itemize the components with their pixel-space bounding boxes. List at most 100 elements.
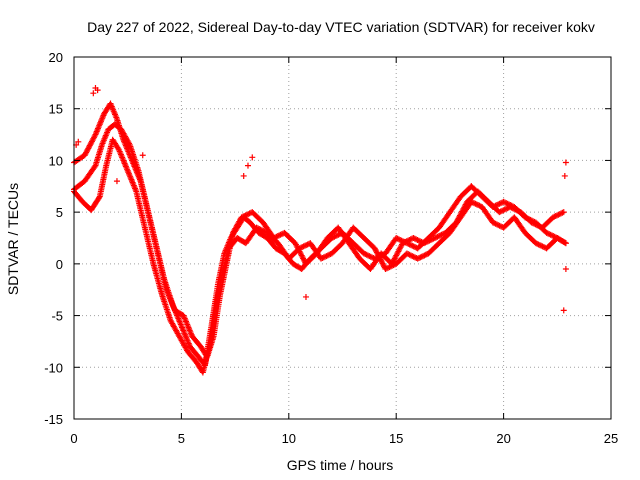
data-point	[400, 239, 407, 246]
data-point	[365, 252, 372, 259]
data-point	[532, 240, 539, 247]
data-point	[409, 242, 416, 249]
data-point	[256, 225, 263, 232]
data-point	[508, 204, 515, 211]
data-point	[500, 198, 507, 205]
y-tick-label: 0	[56, 257, 63, 272]
data-point	[320, 254, 327, 261]
data-point	[555, 211, 562, 218]
data-point	[366, 253, 373, 260]
data-point	[414, 255, 421, 262]
data-point	[363, 251, 370, 258]
data-point	[475, 202, 482, 209]
data-point	[394, 235, 401, 242]
data-point	[489, 219, 496, 226]
data-point	[335, 231, 342, 238]
data-point	[413, 236, 420, 243]
x-tick-label: 20	[496, 431, 510, 446]
data-point	[272, 234, 279, 241]
data-point	[91, 163, 98, 170]
data-point	[386, 264, 393, 271]
data-point	[430, 235, 437, 242]
data-point	[535, 222, 542, 229]
y-axis-label: SDTVAR / TECUs	[5, 183, 21, 295]
data-point	[407, 242, 414, 249]
data-point	[405, 237, 412, 244]
data-point	[491, 220, 498, 227]
data-point	[414, 236, 421, 243]
data-point	[418, 238, 425, 245]
data-point	[421, 240, 428, 247]
outlier-point	[240, 172, 247, 179]
data-point	[301, 242, 308, 249]
data-point	[403, 238, 410, 245]
outlier-point	[139, 152, 146, 159]
data-point	[437, 232, 444, 239]
outlier-point	[75, 138, 82, 145]
data-point	[560, 209, 567, 216]
data-point	[369, 254, 376, 261]
data-point	[416, 255, 423, 262]
outlier-point	[94, 87, 101, 94]
data-point	[509, 205, 516, 212]
data-point	[559, 209, 566, 216]
data-point	[512, 206, 519, 213]
data-point	[435, 233, 442, 240]
data-point	[393, 235, 400, 241]
data-point	[397, 236, 404, 243]
y-tick-label: -10	[44, 360, 63, 375]
data-point	[429, 236, 436, 243]
data-point	[238, 214, 245, 221]
data-point	[418, 253, 425, 260]
data-point	[498, 207, 505, 214]
data-point	[367, 253, 374, 260]
data-point	[539, 243, 546, 250]
data-point	[425, 238, 432, 245]
data-point	[383, 265, 390, 272]
data-point	[410, 235, 417, 241]
data-point	[493, 221, 500, 228]
data-point	[439, 231, 446, 238]
data-point	[411, 254, 418, 261]
data-point	[543, 229, 550, 236]
data-point	[403, 250, 410, 257]
data-point	[513, 207, 520, 214]
data-point	[547, 231, 554, 238]
data-point	[535, 241, 542, 248]
data-point	[546, 231, 553, 238]
data-point	[495, 222, 502, 229]
data-point	[497, 208, 504, 215]
data-point	[243, 211, 250, 218]
data-point	[422, 239, 429, 246]
data-point	[326, 251, 333, 258]
x-tick-label: 5	[178, 431, 185, 446]
outlier-point	[562, 159, 569, 166]
axis-ticks: 0 5 10 15 20 25 -15 -10 -5 0 5 10 15 20	[44, 50, 618, 446]
outlier-point	[90, 90, 97, 97]
y-tick-label: -15	[44, 412, 63, 427]
data-point	[529, 220, 536, 227]
y-tick-label: -5	[51, 309, 63, 324]
data-point	[531, 220, 538, 227]
data-point	[501, 199, 508, 206]
plot-frame	[73, 56, 612, 420]
data-point	[496, 222, 503, 229]
y-tick-label: 15	[49, 102, 63, 117]
data-point	[91, 132, 98, 139]
outlier-point	[561, 172, 568, 179]
data-point	[245, 211, 252, 218]
data-point	[417, 238, 424, 245]
data-point	[544, 230, 551, 237]
data-points	[71, 85, 569, 376]
data-point	[533, 222, 540, 229]
data-point	[406, 236, 413, 243]
data-point	[402, 238, 409, 245]
data-point	[421, 252, 428, 259]
data-point	[556, 211, 563, 218]
outlier-point	[249, 154, 256, 161]
data-point	[300, 243, 307, 250]
data-point	[239, 213, 246, 220]
data-point	[410, 253, 417, 260]
data-point	[554, 212, 561, 219]
data-point	[471, 200, 478, 207]
